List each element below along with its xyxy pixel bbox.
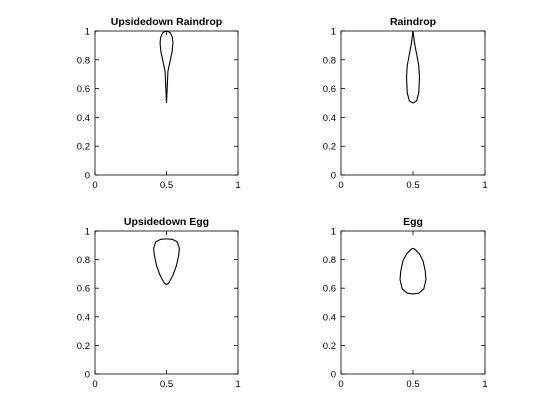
- upsidedown-raindrop-title: Upsidedown Raindrop: [111, 16, 222, 28]
- upsidedown-egg-panel: 0 0.5 1 0 0.2 0.4 0.6 0.8 1 Upsidedown Egg: [77, 216, 241, 390]
- upsidedown-egg-y-tick-label: 0.4: [77, 312, 90, 323]
- upsidedown-raindrop-x-tick-label: 0.5: [160, 180, 173, 191]
- egg-y-tick-label: 0.2: [323, 341, 336, 352]
- raindrop-y-tick-label: 0.8: [323, 55, 336, 66]
- egg-title: Egg: [403, 216, 423, 228]
- raindrop-y-tick-label: 0.6: [323, 84, 336, 95]
- upsidedown-egg-y-tick-label: 0.8: [77, 255, 90, 266]
- raindrop-y-tick-label: 1: [331, 27, 336, 38]
- egg-x-tick-label: 1: [482, 379, 487, 390]
- upsidedown-egg-curve: [153, 238, 180, 286]
- upsidedown-raindrop-curve: [159, 30, 174, 104]
- raindrop-y-tick-label: 0.4: [323, 113, 336, 124]
- upsidedown-raindrop-y-tick-label: 0.2: [77, 142, 90, 153]
- egg-y-tick-label: 0.4: [323, 312, 336, 323]
- upsidedown-raindrop-x-tick-label: 0: [92, 180, 97, 191]
- upsidedown-raindrop-y-tick-label: 0.4: [77, 113, 90, 124]
- upsidedown-egg-x-tick-label: 0: [92, 379, 97, 390]
- egg-axes-box: [340, 230, 486, 375]
- upsidedown-egg-title: Upsidedown Egg: [124, 216, 209, 228]
- upsidedown-raindrop-y-tick-label: 1: [85, 27, 90, 38]
- upsidedown-egg-x-tick-label: 0.5: [160, 379, 173, 390]
- egg-y-tick-label: 0.6: [323, 284, 336, 295]
- upsidedown-egg-y-tick-label: 0.6: [77, 284, 90, 295]
- upsidedown-raindrop-y-tick-label: 0.6: [77, 84, 90, 95]
- egg-x-tick-label: 0: [338, 379, 343, 390]
- upsidedown-egg-axes-box: [94, 230, 239, 375]
- raindrop-x-tick-label: 0.5: [406, 180, 419, 191]
- raindrop-y-tick-label: 0.2: [323, 142, 336, 153]
- upsidedown-raindrop-x-tick-label: 1: [235, 180, 240, 191]
- upsidedown-raindrop-y-tick-label: 0.8: [77, 55, 90, 66]
- raindrop-x-tick-label: 0: [338, 180, 343, 191]
- egg-y-tick-label: 0: [331, 370, 336, 381]
- upsidedown-raindrop-panel: 0 0.5 1 0 0.2 0.4 0.6 0.8 1 Upsidedown Raindrop: [77, 16, 241, 191]
- egg-x-tick-label: 0.5: [406, 379, 419, 390]
- upsidedown-egg-y-tick-label: 1: [85, 227, 90, 238]
- raindrop-title: Raindrop: [390, 16, 436, 28]
- egg-curve: [399, 247, 427, 295]
- upsidedown-egg-y-tick-label: 0: [85, 370, 90, 381]
- egg-y-tick-label: 0.8: [323, 255, 336, 266]
- raindrop-y-tick-label: 0: [331, 171, 336, 182]
- egg-y-tick-label: 1: [331, 227, 336, 238]
- upsidedown-egg-x-tick-label: 1: [235, 379, 240, 390]
- raindrop-panel: 0 0.5 1 0 0.2 0.4 0.6 0.8 1 Raindrop: [323, 16, 488, 191]
- raindrop-curve: [405, 30, 421, 104]
- upsidedown-egg-y-tick-label: 0.2: [77, 341, 90, 352]
- egg-panel: 0 0.5 1 0 0.2 0.4 0.6 0.8 1 Egg: [323, 216, 488, 390]
- upsidedown-raindrop-y-tick-label: 0: [85, 171, 90, 182]
- raindrop-x-tick-label: 1: [482, 180, 487, 191]
